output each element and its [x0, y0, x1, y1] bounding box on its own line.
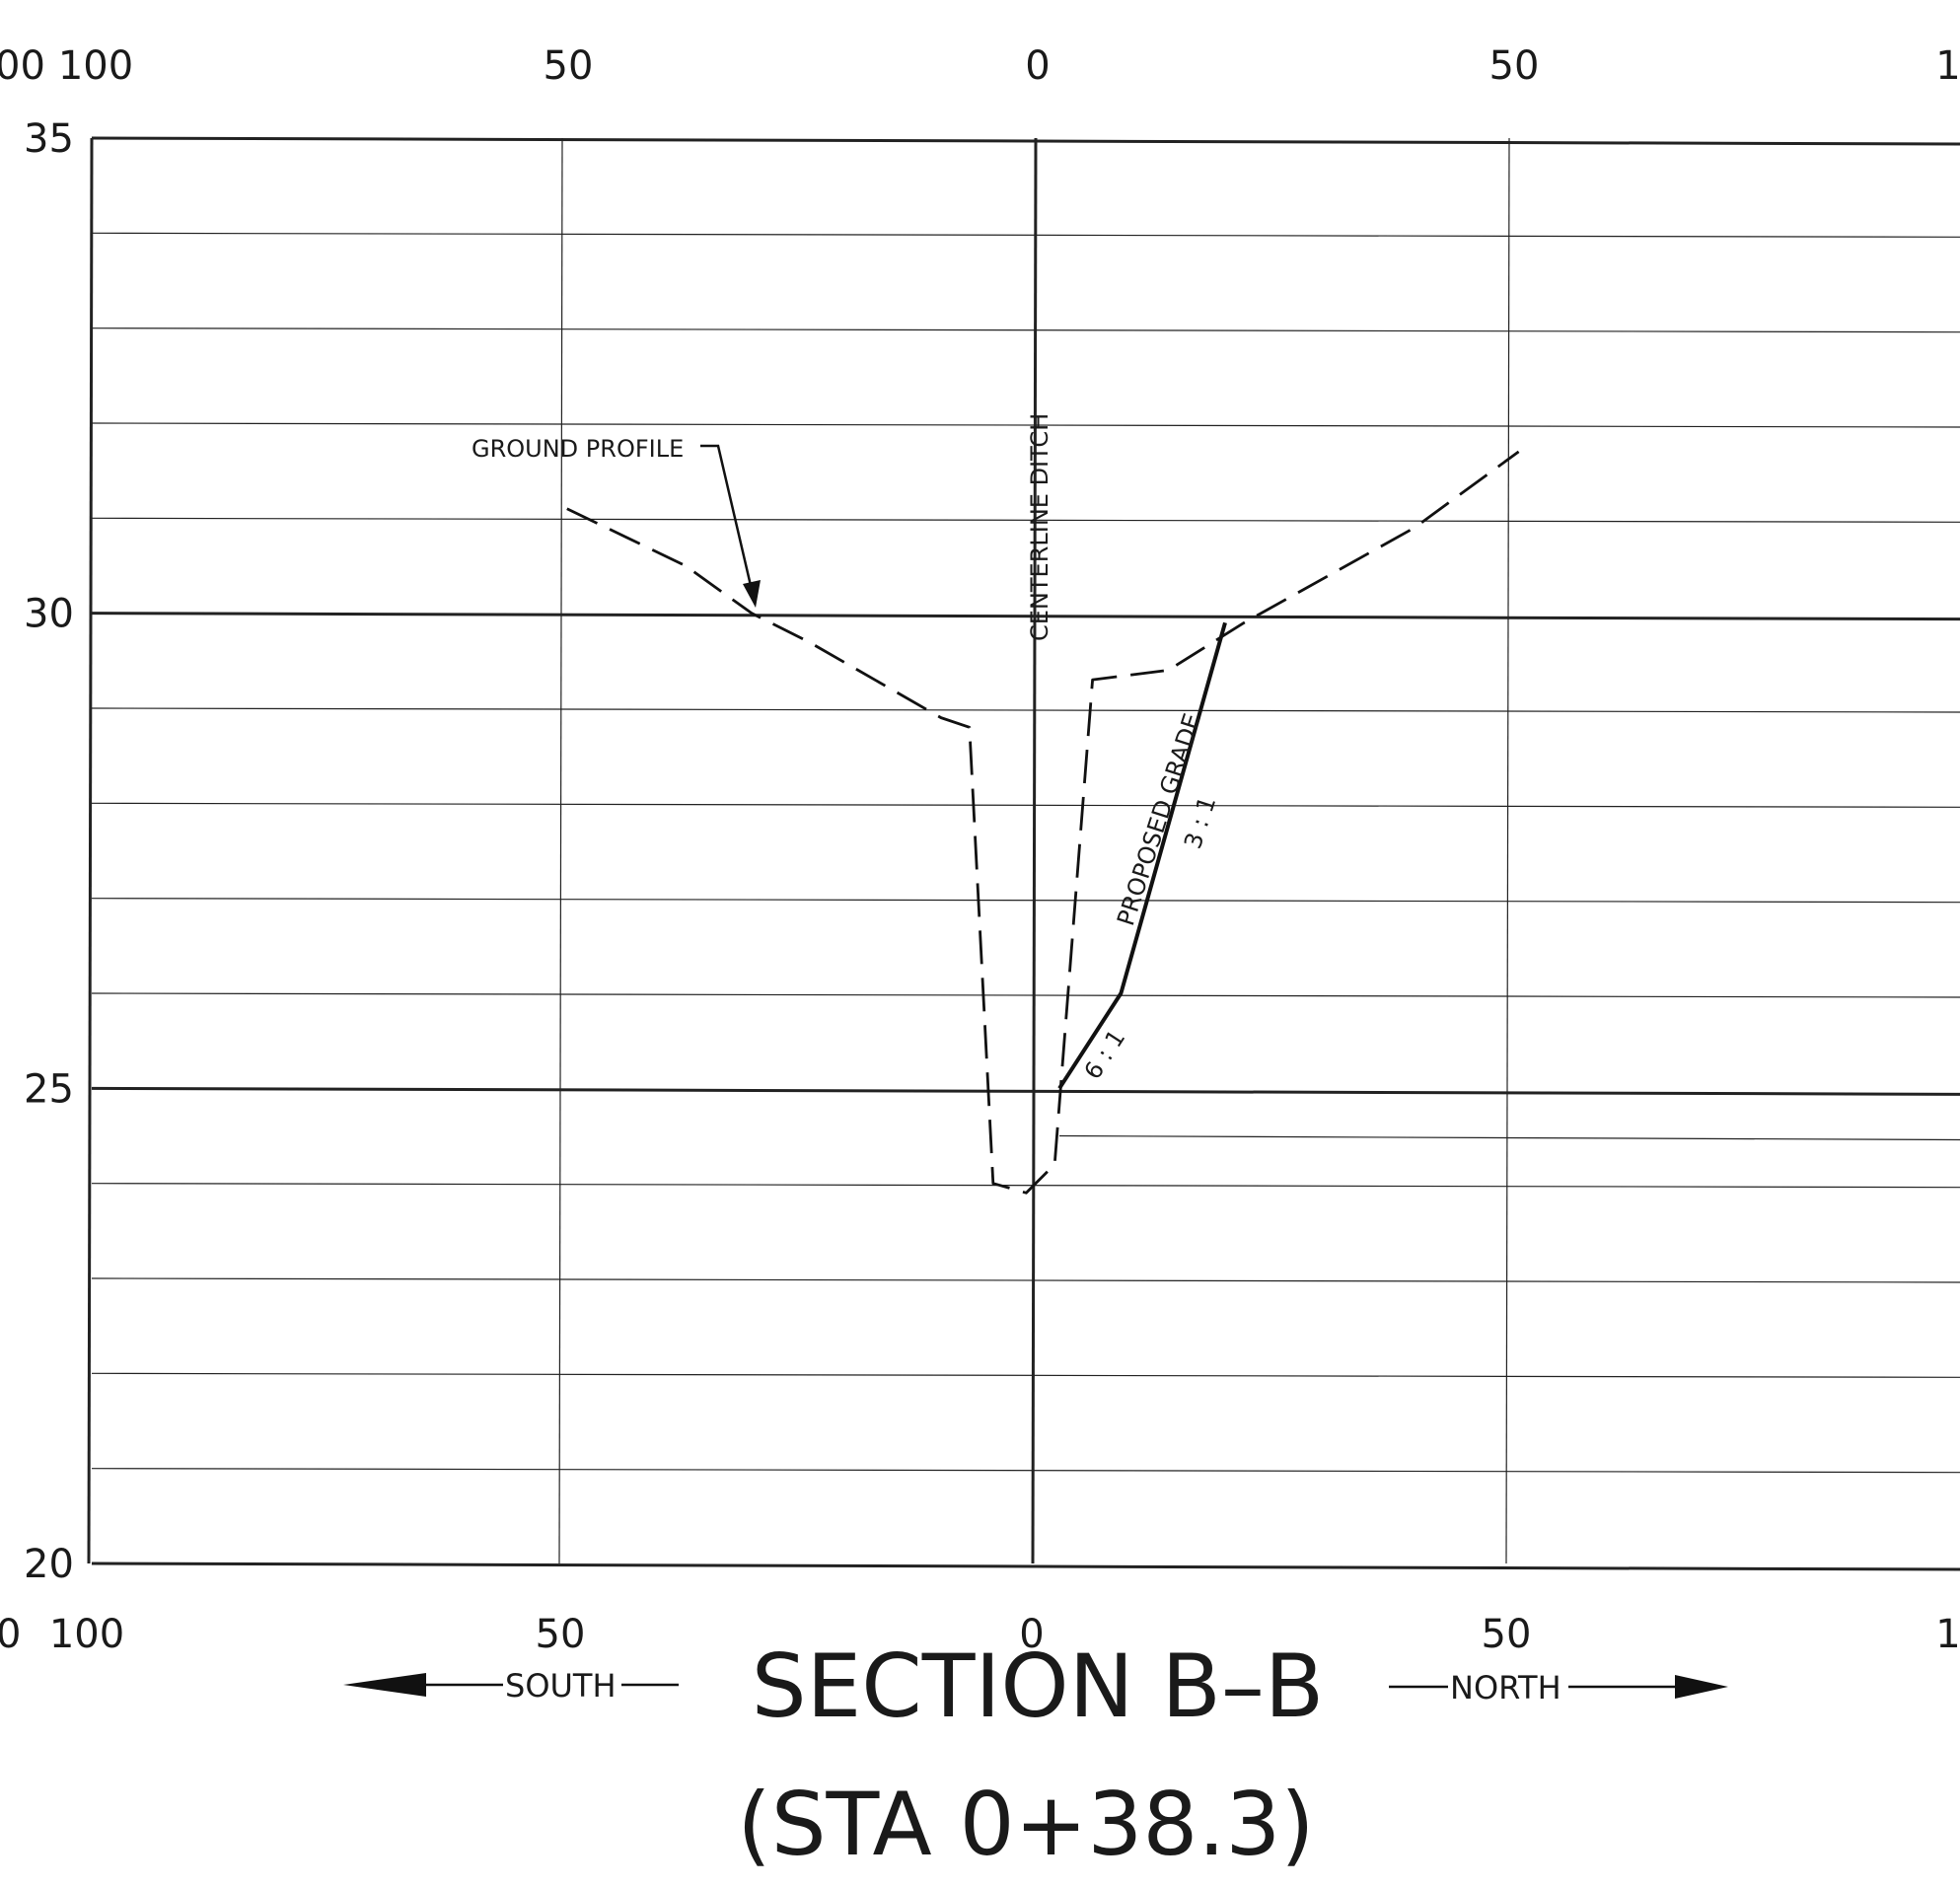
x-tick-label-top: 50	[1489, 43, 1540, 89]
major-gridline	[91, 1086, 1960, 1096]
y-tick-label: 25	[24, 1066, 74, 1112]
station-subtitle: (STA 0+38.3)	[737, 1774, 1314, 1875]
minor-gridline	[91, 898, 1960, 904]
x-tick-label-top: 100	[58, 43, 133, 89]
y-tick-label: 30	[24, 592, 74, 637]
minor-gridline	[91, 802, 1960, 808]
chart-series	[566, 450, 1520, 1195]
ground-profile-line	[566, 450, 1520, 1195]
plot-left-border	[87, 137, 94, 1564]
minor-gridline	[1058, 1134, 1960, 1141]
minor-gridline	[91, 707, 1960, 713]
north-arrowhead	[1675, 1675, 1728, 1699]
chart-grid	[87, 136, 1960, 1571]
y-tick-label: 20	[24, 1542, 74, 1587]
proposed-grade-line	[1057, 621, 1227, 1090]
vertical-gridline	[558, 137, 563, 1564]
vertical-gridline	[1505, 137, 1510, 1564]
minor-gridline	[91, 232, 1960, 238]
centerline-ditch-label: CENTERLINE DITCH	[1026, 413, 1053, 641]
minor-gridline	[91, 327, 1960, 333]
minor-gridline	[91, 517, 1960, 523]
minor-gridline	[91, 1372, 1960, 1378]
x-tick-label-bottom: 50	[1482, 1612, 1532, 1657]
major-gridline	[91, 136, 1960, 146]
x-tick-label-top: 0	[1025, 43, 1050, 89]
major-gridline	[91, 1561, 1960, 1571]
centerline-gridline	[1031, 137, 1038, 1564]
ground-profile-leader	[700, 444, 754, 591]
ground-profile-arrowhead	[743, 580, 761, 608]
x-tick-label-bottom: 50	[536, 1612, 586, 1657]
minor-gridline	[91, 1468, 1960, 1474]
minor-gridline	[91, 1277, 1960, 1283]
south-label: SOUTH	[505, 1667, 617, 1705]
slope-6-to-1-label: 6 : 1	[1079, 1025, 1131, 1084]
major-gridline	[91, 612, 1960, 621]
minor-gridline	[91, 992, 1960, 998]
y-tick-label: 35	[24, 116, 74, 162]
minor-gridline	[91, 422, 1960, 428]
ground-profile-label: GROUND PROFILE	[472, 435, 684, 463]
x-tick-label-top: 00	[0, 43, 45, 89]
x-tick-label-top: 1	[1935, 43, 1960, 89]
south-arrowhead	[343, 1673, 426, 1697]
x-tick-label-bottom: 0	[1019, 1612, 1044, 1657]
slope-3-to-1-label: 3 : 1	[1179, 793, 1221, 852]
minor-gridline	[91, 1183, 1960, 1189]
x-tick-label-top: 50	[544, 43, 594, 89]
north-label: NORTH	[1450, 1669, 1561, 1706]
section-title: SECTION B–B	[752, 1635, 1324, 1737]
x-tick-label-bottom: 100	[49, 1612, 124, 1657]
chart-ticks: 00 100 50 0 50 1 0 100 50 0 50 1 20 25 30 35	[0, 43, 1960, 1657]
x-tick-label-bottom: 1	[1935, 1612, 1960, 1657]
x-tick-label-bottom: 0	[0, 1612, 21, 1657]
